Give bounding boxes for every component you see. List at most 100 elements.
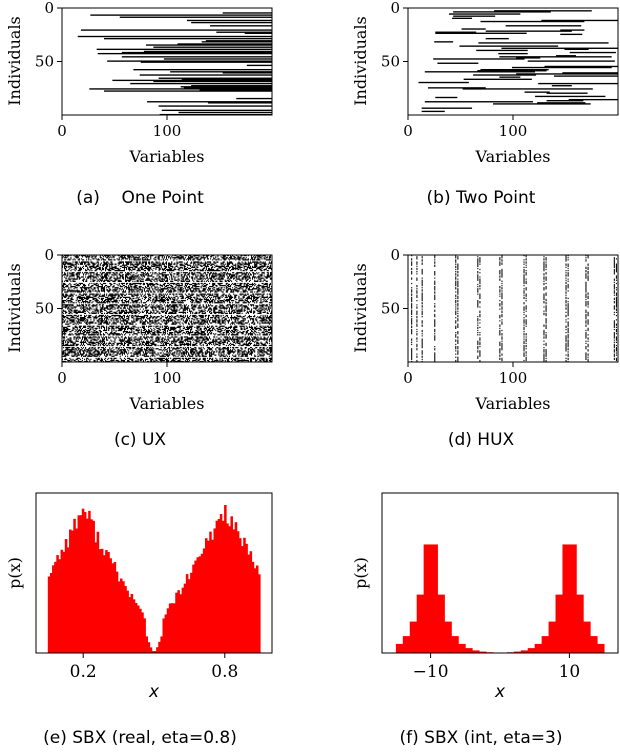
panel-b-row-segment [560,29,585,31]
panel-e-bar [137,605,140,653]
panel-a-row-segment [80,29,273,31]
panel-f-xlabel: x [494,682,506,702]
panel-c-row-cells [62,319,271,321]
panel-c-row-cells [62,358,272,361]
panel-c-axes: 0 100 0 50 [35,246,181,387]
panel-e-bar [232,529,236,653]
panel-e-bar [202,548,206,653]
panel-f-bar [402,636,411,653]
panel-e-bar [109,558,112,653]
panel-e-bar [209,531,212,653]
panel-a-row-segment [191,21,272,24]
panel-b-xlabel: Variables [475,147,551,166]
panel-c-row-cells [64,291,271,293]
panel-b-row-segment [437,62,479,64]
panel-e-bar [228,526,231,653]
panel-e-bar [86,518,89,653]
panel-e-bar [145,636,149,653]
panel-c-row-cells [65,277,273,279]
panel-b-row-segment [544,65,618,68]
panel-b-heatmap [418,10,618,113]
panel-c-row-cells [62,307,271,309]
panel-f-bar [395,643,404,653]
panel-c-row-cells [64,273,272,275]
panel-e-bar [234,522,238,653]
panel-b-row-segment [499,56,612,58]
panel-f-bar [430,544,438,653]
panel-b-row-segment [424,71,536,73]
panel-e-bar [154,651,157,653]
panel-c-row-cells [67,359,271,362]
panel-e-bar [139,608,142,653]
panel-b-row-segment [551,85,572,87]
panel-d-column-cells [523,255,525,362]
panel-e-bar [75,528,78,653]
panel-b-row-segment [461,28,486,30]
panel-c-row-cells [62,330,272,333]
panel-e-bar [156,647,159,653]
panel-a-row-segment [181,78,272,80]
panel-e-bar [107,552,110,653]
panel-c-xtick-label: 0 [57,369,67,387]
panel-f: −10 10 x p(x) (f) SBX (int, eta=3) [351,492,619,748]
panel-f-bar [534,643,543,653]
panel-e-caption: (e) SBX (real, eta=0.8) [43,728,237,748]
panel-c-row-cells [62,315,271,318]
panel-a-row-segment [205,40,272,42]
panel-e-bar [166,608,170,653]
panel-c-row-cells [63,341,268,343]
panel-f-bar [576,594,584,653]
panel-b-row-segment [485,30,572,32]
panel-e-bar [49,572,53,653]
panel-b-row-segment [538,82,618,85]
panel-b-row-segment [421,107,473,109]
panel-a-row-segment [133,68,272,71]
panel-a-row-segment [201,41,272,43]
panel-c-row-cells [63,287,270,289]
panel-a-row-segment [222,12,272,14]
panel-c-row-cells [62,265,271,267]
panel-b-caption: (b) Two Point [427,188,536,208]
panel-c-row-cells [63,343,266,346]
panel-a-caption: (a) One Point [76,188,204,208]
panel-e-bar [100,548,104,653]
panel-e-bar [88,510,91,653]
panel-e-bar [115,571,119,653]
panel-f-frame [381,492,619,654]
panel-a-row-segment [183,87,272,89]
panel-e-bar [64,539,68,653]
panel-e-bar [198,556,202,653]
panel-e-bar [219,514,223,653]
panel-c-row-cells [68,258,270,260]
panel-b-row-segment [433,58,525,60]
panel-c-row-cells [67,338,272,340]
panel-a-row-segment [161,109,272,112]
panel-d-column-cells [477,256,479,359]
panel-c-row-cells [62,266,271,269]
panel-a-xtick-label: 100 [153,122,182,140]
panel-b-row-segment [453,11,551,13]
panel-a-row-segment [246,64,272,67]
panel-b-row-segment [453,15,496,17]
panel-e-bar [77,515,81,653]
panel-e-bar [79,515,83,653]
panel-a-row-segment [140,61,272,63]
panel-d-column-cells [411,255,413,363]
panel-e-bar [175,592,178,653]
panel-f-bar [520,650,529,653]
panel-a-row-segment [104,90,272,92]
panel-a-ytick-label: 50 [35,53,54,71]
panel-a-row-segment [97,52,272,55]
panel-e-bar [128,597,132,653]
panel-d-column-cells [455,255,457,363]
panel-b-row-segment [537,102,586,104]
panel-b-row-segment [462,88,593,90]
panel-b-row-segment [435,31,477,33]
panel-b: 0 100 0 50 Variables Individuals (b) Two Po… [351,0,619,208]
panel-e-frame [35,492,273,654]
panel-c-row-cells [62,351,272,353]
panel-e-bar [241,546,244,653]
panel-c-row-cells [66,348,272,350]
panel-f-bar [541,636,549,653]
panel-a-row-segment [207,102,272,104]
